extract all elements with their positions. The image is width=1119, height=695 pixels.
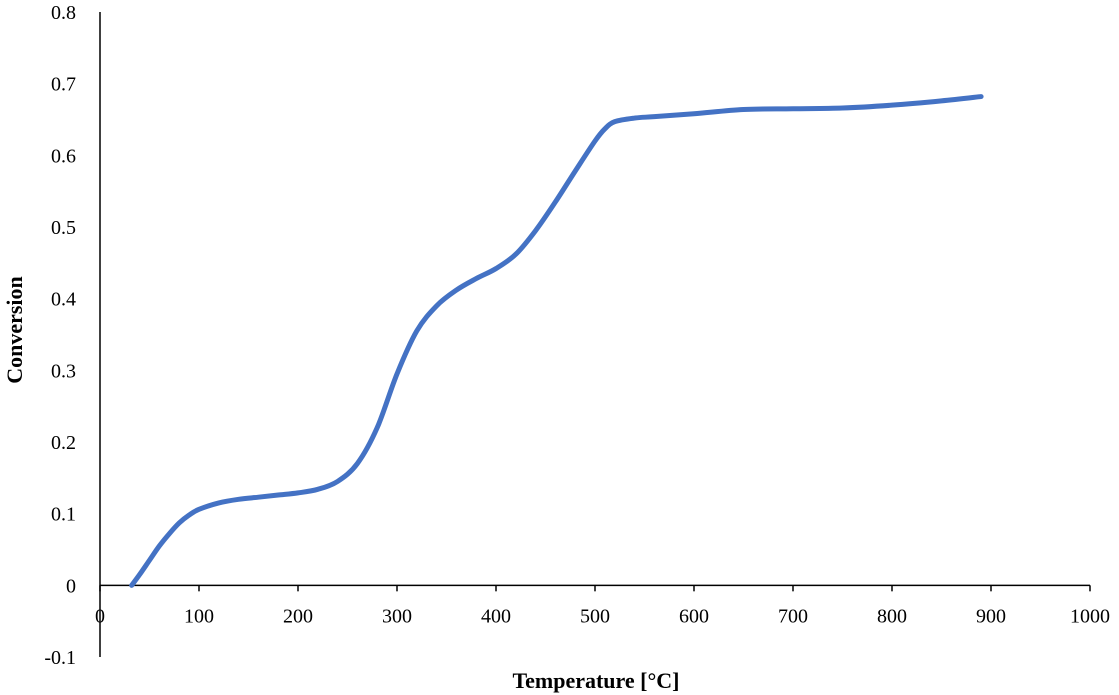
- x-tick-label: 600: [679, 605, 709, 627]
- y-axis-title: Conversion: [2, 276, 27, 384]
- y-tick-label: 0.3: [51, 360, 76, 382]
- y-tick-label: 0.4: [51, 289, 76, 311]
- x-tick-label: 700: [778, 605, 808, 627]
- conversion-series-line: [129, 94, 984, 588]
- ticks-layer: 0 100 200 300 400 500 600 700 800 900 1000 -0.1 0 0.1…: [44, 2, 1110, 669]
- y-tick-label: 0.7: [51, 74, 76, 96]
- axes-layer: [99, 12, 1090, 657]
- x-tick-label: 100: [184, 605, 214, 627]
- y-tick-label: 0.2: [51, 432, 76, 454]
- y-tick-label: -0.1: [44, 647, 76, 669]
- y-tick-label: 0.6: [51, 145, 76, 167]
- x-tick-label: 1000: [1070, 605, 1110, 627]
- x-tick-label: 500: [580, 605, 610, 627]
- x-tick-label: 400: [481, 605, 511, 627]
- y-tick-label: 0.8: [51, 2, 76, 24]
- x-tick-label: 800: [877, 605, 907, 627]
- x-tick-label: 300: [382, 605, 412, 627]
- y-tick-label: 0.1: [51, 504, 76, 526]
- y-tick-label: 0.5: [51, 217, 76, 239]
- y-tick-label: 0: [66, 575, 76, 597]
- x-tick-label: 900: [976, 605, 1006, 627]
- x-tick-label: 0: [95, 605, 105, 627]
- series-layer: [129, 94, 984, 588]
- x-tick-label: 200: [283, 605, 313, 627]
- x-axis-title: Temperature [°C]: [512, 668, 679, 693]
